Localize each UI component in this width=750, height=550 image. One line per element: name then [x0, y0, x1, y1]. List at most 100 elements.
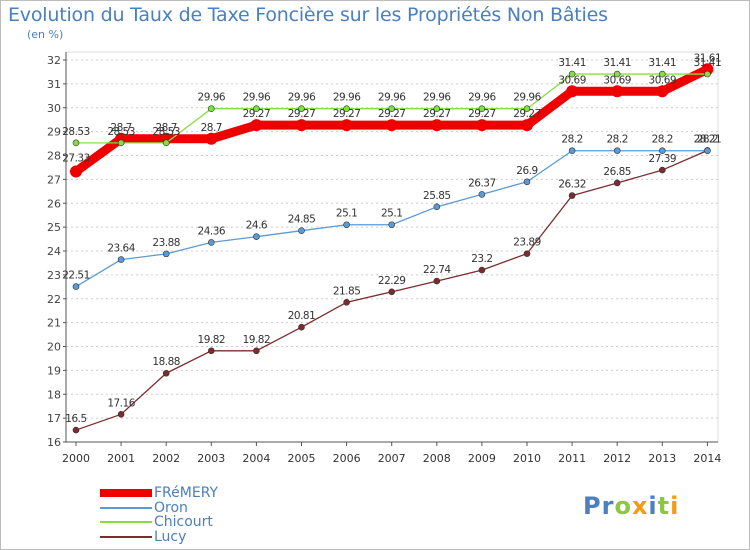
legend: FRéMERY Oron Chicourt Lucy	[100, 486, 218, 544]
data-label: 28.53	[152, 126, 180, 138]
data-label: 31.41	[558, 57, 586, 69]
data-point	[433, 203, 441, 211]
data-label: 28.53	[107, 126, 135, 138]
data-label: 29.96	[468, 92, 496, 104]
data-label: 22.51	[62, 270, 90, 282]
legend-swatch	[100, 489, 152, 498]
data-point	[566, 85, 579, 98]
data-label: 24.85	[288, 214, 316, 226]
y-tick-label: 20	[47, 341, 61, 354]
data-point	[430, 119, 443, 132]
data-point	[162, 250, 170, 258]
data-label: 21.85	[333, 285, 361, 297]
data-point	[701, 63, 714, 76]
data-label: 29.96	[288, 92, 316, 104]
data-point	[478, 266, 486, 274]
data-label: 17.16	[107, 397, 135, 409]
data-point	[568, 70, 576, 78]
data-point	[613, 179, 621, 187]
data-label: 28.7	[156, 122, 177, 134]
data-point	[250, 119, 263, 132]
data-point	[205, 132, 218, 145]
data-point	[117, 411, 125, 418]
data-label: 29.96	[423, 92, 451, 104]
x-tick-label: 2000	[62, 452, 90, 465]
x-tick-label: 2003	[197, 452, 225, 465]
data-label: 19.82	[198, 334, 226, 346]
data-point	[253, 105, 260, 113]
legend-item: Chicourt	[100, 515, 218, 530]
unit-label: (en %)	[27, 28, 64, 41]
data-point	[388, 288, 396, 296]
data-label: 25.1	[336, 208, 357, 220]
data-point	[523, 178, 531, 186]
x-tick-label: 2005	[288, 452, 316, 465]
data-point	[117, 256, 125, 263]
data-label: 29.96	[378, 92, 406, 104]
x-tick-label: 2008	[423, 452, 451, 465]
y-tick-label: 27	[47, 173, 61, 186]
data-point	[162, 139, 170, 147]
y-tick-label: 21	[47, 317, 61, 330]
y-tick-label: 16	[47, 436, 61, 449]
data-point	[656, 85, 669, 98]
legend-swatch	[100, 535, 152, 538]
data-label: 26.37	[468, 177, 496, 189]
legend-item: Oron	[100, 501, 218, 516]
data-label: 30.69	[649, 74, 677, 86]
data-label: 19.82	[243, 334, 271, 346]
data-label: 23.64	[107, 243, 135, 255]
data-label: 27.39	[649, 153, 677, 165]
data-label: 23.2	[471, 253, 492, 265]
y-tick-label: 18	[47, 388, 61, 401]
data-label: 22.29	[378, 275, 406, 287]
data-point	[568, 147, 576, 155]
data-label: 29.27	[243, 108, 271, 120]
data-label: 30.69	[558, 74, 586, 86]
data-point	[117, 139, 125, 147]
data-label: 28.7	[201, 122, 222, 134]
data-point	[388, 221, 396, 229]
data-point	[162, 369, 170, 377]
data-label: 29.96	[198, 92, 226, 104]
data-point	[521, 119, 533, 132]
y-tick-label: 26	[47, 197, 61, 210]
y-tick-label: 30	[47, 102, 61, 115]
data-label: 31.41	[694, 57, 722, 69]
data-point	[253, 347, 260, 355]
data-label: 31.41	[603, 57, 631, 69]
data-label: 26.9	[516, 165, 537, 177]
data-point	[72, 139, 80, 147]
data-point	[343, 299, 350, 306]
proxiti-logo: Proxiti	[583, 492, 680, 520]
x-tick-label: 2001	[107, 452, 135, 465]
data-label: 28.2	[697, 134, 718, 146]
data-point	[388, 105, 396, 113]
data-point	[523, 105, 531, 113]
data-point	[613, 147, 621, 155]
y-tick-label: 29	[47, 126, 61, 139]
data-point	[208, 239, 215, 246]
y-tick-label: 22	[47, 293, 61, 306]
legend-label: Lucy	[154, 528, 187, 545]
data-point	[208, 347, 215, 355]
data-label: 27.33	[62, 152, 90, 164]
data-label: 18.88	[152, 356, 180, 368]
data-point	[658, 166, 666, 174]
data-label: 29.27	[468, 108, 496, 120]
data-label: 31.61	[694, 52, 722, 64]
data-point	[704, 70, 711, 78]
x-tick-label: 2014	[693, 452, 721, 465]
y-tick-label: 31	[47, 78, 61, 91]
data-label: 22.74	[423, 264, 451, 276]
legend-label: Chicourt	[154, 514, 213, 531]
chart-title: Evolution du Taux de Taxe Foncière sur l…	[8, 4, 608, 26]
y-tick-label: 23	[47, 269, 61, 282]
data-label: 29.27	[333, 108, 361, 120]
data-point	[253, 233, 260, 240]
data-point	[523, 250, 531, 257]
data-point	[298, 105, 305, 113]
data-label: 24.36	[198, 225, 226, 237]
x-tick-label: 2010	[513, 452, 541, 465]
